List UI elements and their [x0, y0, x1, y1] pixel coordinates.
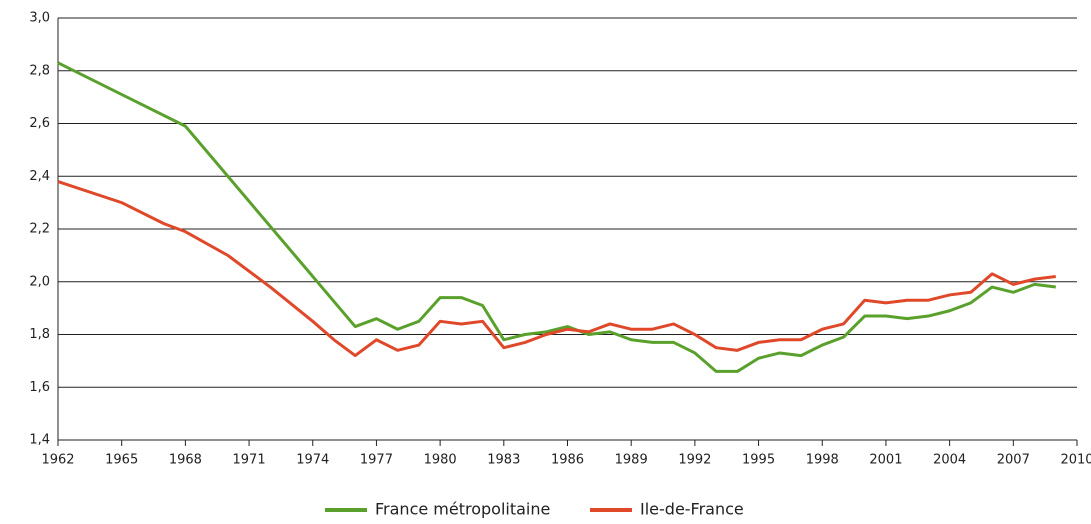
x-tick-label: 1974	[296, 453, 329, 468]
legend-label: Ile-de-France	[640, 500, 744, 519]
x-tick-label: 1977	[360, 453, 393, 468]
x-tick-label: 1992	[678, 453, 711, 468]
x-tick-label: 1983	[487, 453, 520, 468]
x-tick-label: 2001	[869, 453, 902, 468]
y-tick-label: 3,0	[29, 11, 50, 26]
x-tick-label: 1995	[742, 453, 775, 468]
x-tick-label: 2010	[1060, 453, 1091, 468]
series-line	[57, 180, 1056, 358]
y-tick-label: 1,8	[29, 327, 50, 342]
x-tick-label: 1968	[169, 453, 202, 468]
legend-label: France métropolitaine	[375, 500, 550, 519]
y-tick-label: 2,4	[29, 169, 50, 184]
x-tick-label: 1998	[806, 453, 839, 468]
x-tick-label: 1965	[105, 453, 138, 468]
y-tick-label: 2,2	[29, 222, 50, 237]
x-tick-label: 2004	[933, 453, 966, 468]
y-tick-label: 1,6	[29, 380, 50, 395]
x-tick-label: 1986	[551, 453, 584, 468]
x-tick-label: 1962	[41, 453, 74, 468]
x-tick-label: 1971	[233, 453, 266, 468]
series-line	[57, 61, 1056, 373]
y-tick-label: 2,0	[29, 274, 50, 289]
x-tick-label: 1980	[424, 453, 457, 468]
x-tick-label: 2007	[997, 453, 1030, 468]
x-tick-label: 1989	[615, 453, 648, 468]
y-tick-label: 2,8	[29, 63, 50, 78]
legend: France métropolitaine Ile-de-France	[325, 500, 744, 519]
y-tick-label: 1,4	[29, 433, 50, 448]
y-tick-label: 2,6	[29, 116, 50, 131]
